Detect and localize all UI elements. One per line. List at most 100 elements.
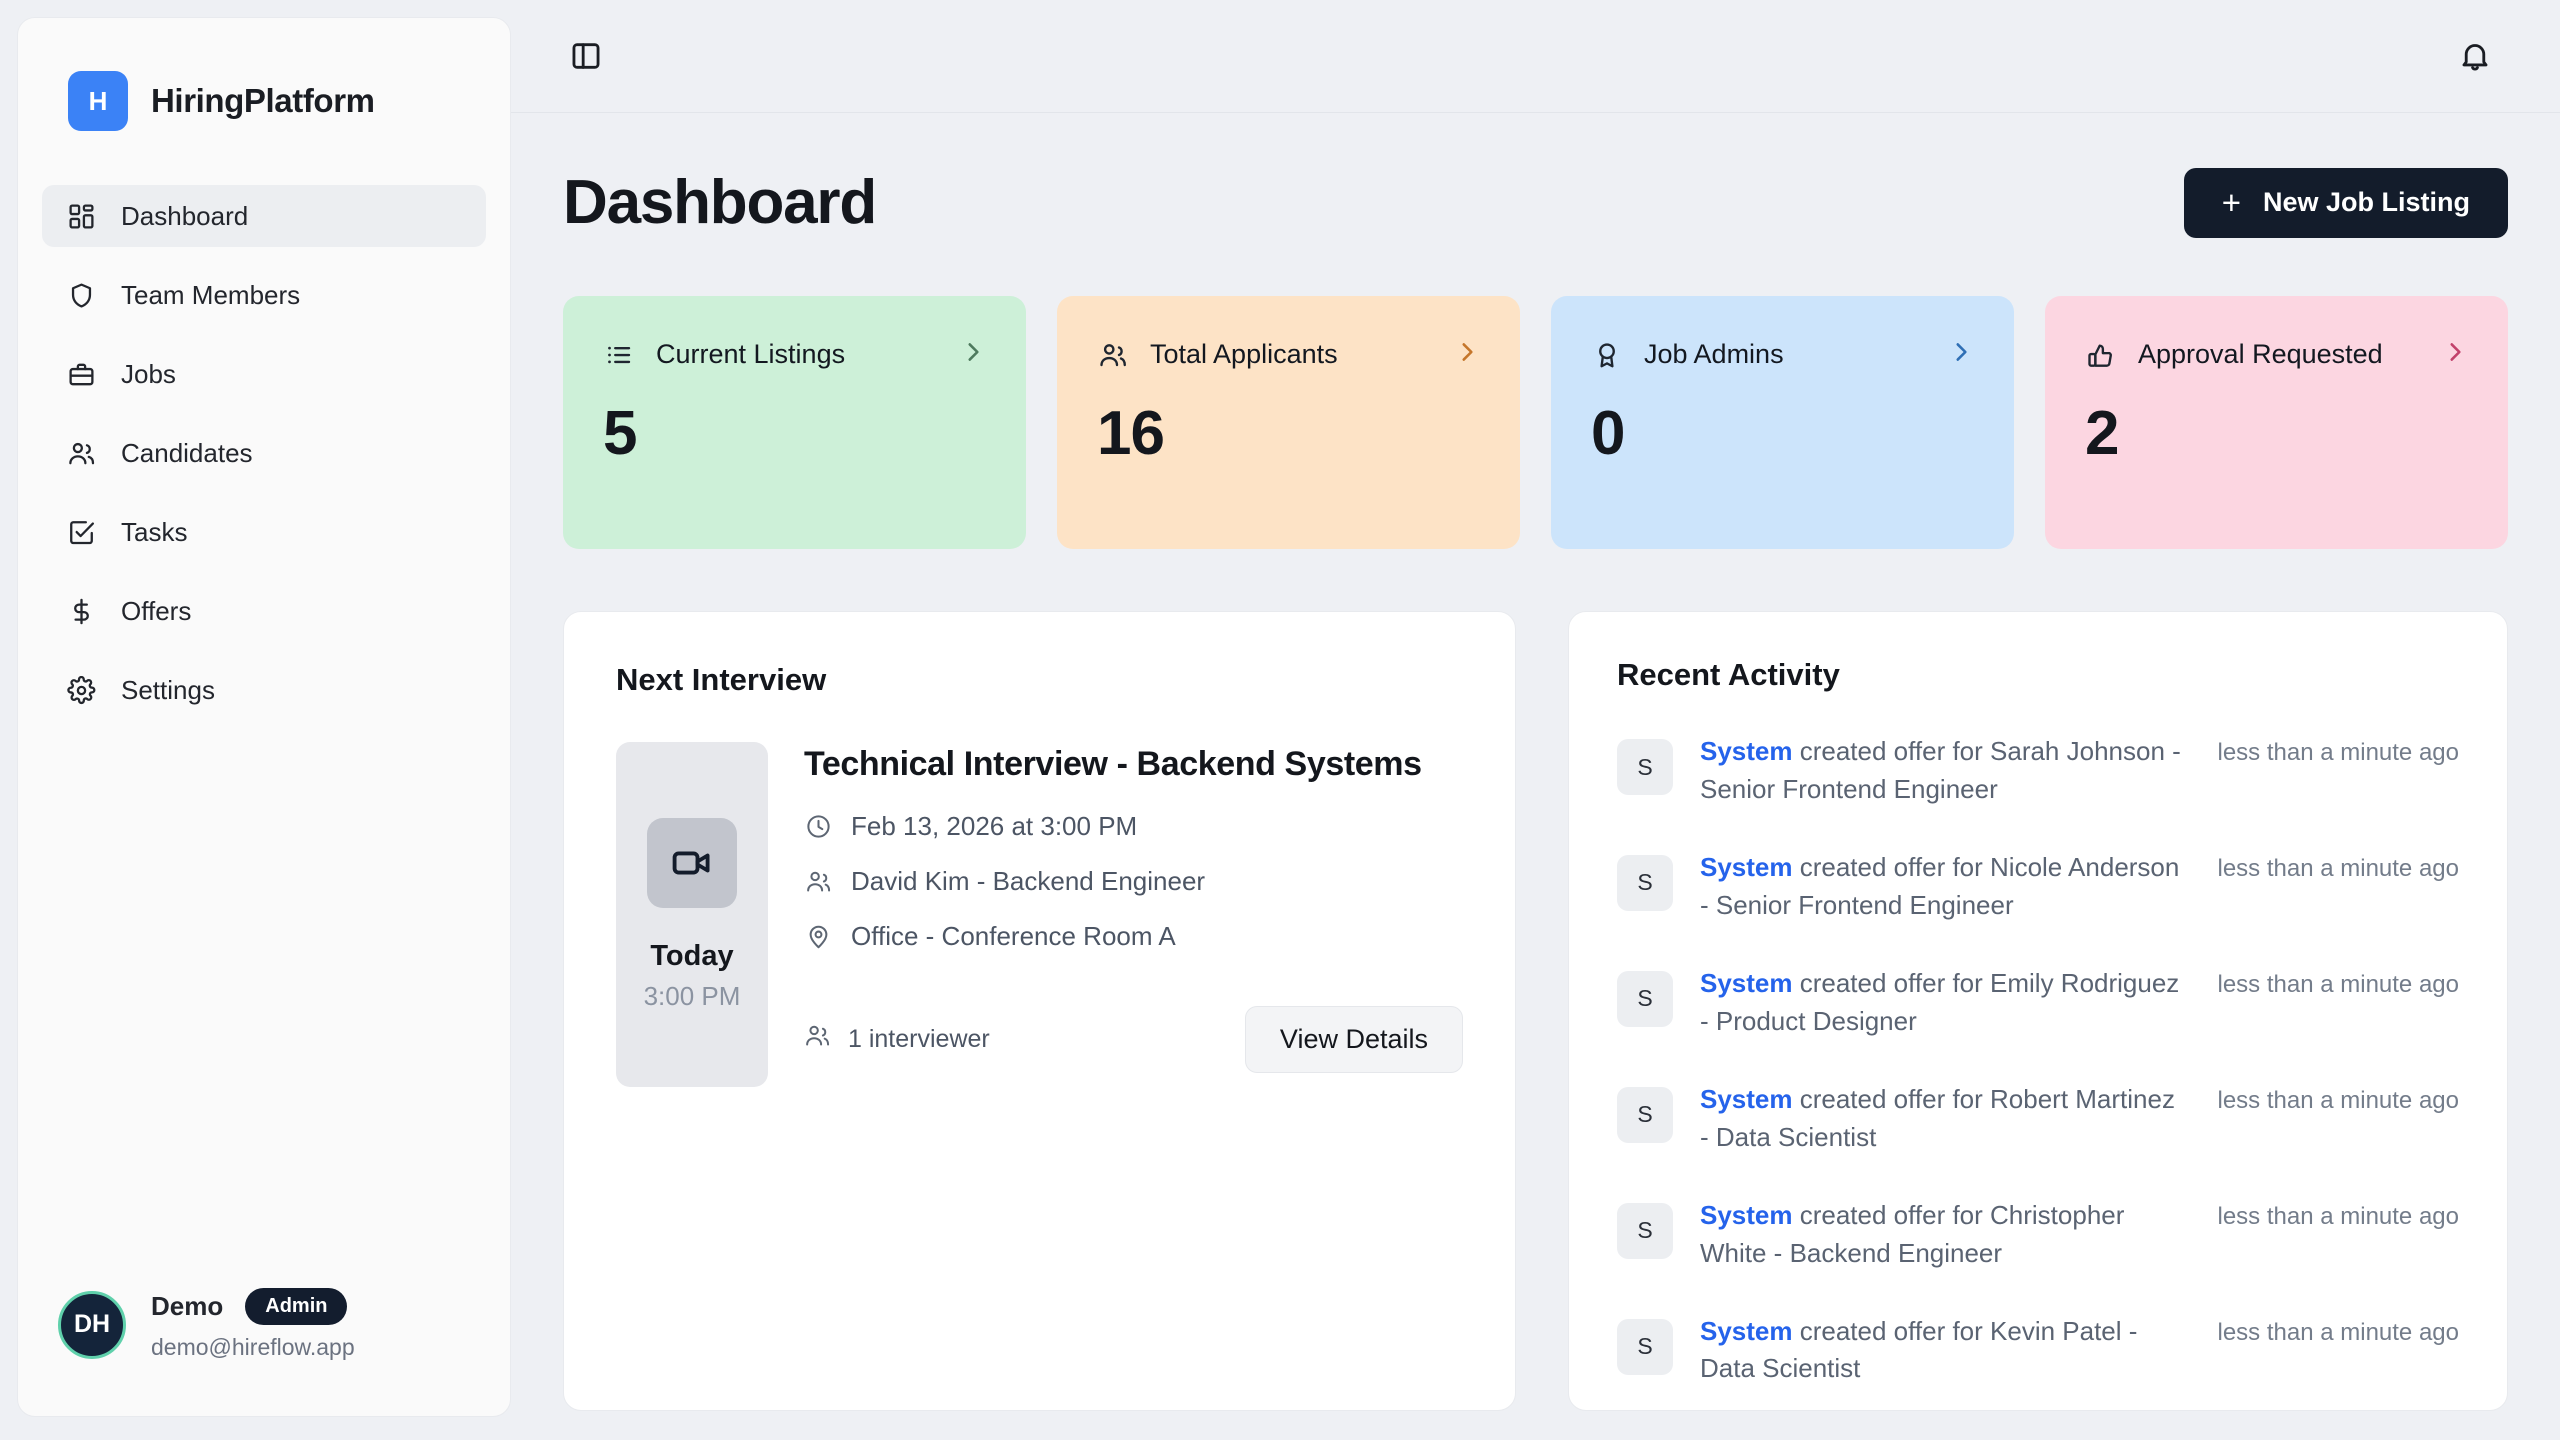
sidebar-item-candidates[interactable]: Candidates bbox=[42, 422, 486, 484]
award-icon bbox=[1591, 339, 1622, 370]
avatar: S bbox=[1617, 970, 1673, 1027]
stat-value: 2 bbox=[2085, 399, 2119, 468]
list-item[interactable]: S System created offer for Robert Martine… bbox=[1617, 1081, 2459, 1157]
sidebar-toggle-icon[interactable] bbox=[563, 33, 609, 79]
interview-candidate: David Kim - Backend Engineer bbox=[851, 865, 1206, 896]
sidebar-item-settings[interactable]: Settings bbox=[42, 659, 486, 721]
sidebar-item-label: Tasks bbox=[121, 516, 188, 547]
avatar: S bbox=[1617, 854, 1673, 911]
stat-card-job-admins[interactable]: Job Admins 0 bbox=[1551, 296, 2014, 549]
activity-timestamp: less than a minute ago bbox=[2217, 854, 2460, 882]
activity-actor-link[interactable]: System bbox=[1700, 1315, 1793, 1346]
page-title: Dashboard bbox=[563, 168, 877, 237]
page-content: Dashboard + New Job Listing Current List… bbox=[511, 113, 2560, 1411]
interview-meta-candidate: David Kim - Backend Engineer bbox=[804, 866, 1463, 897]
interview-time: 3:00 PM bbox=[643, 980, 741, 1011]
brand-name: HiringPlatform bbox=[151, 82, 375, 119]
avatar: S bbox=[1617, 1318, 1673, 1375]
list-item[interactable]: S System created offer for Kevin Patel - … bbox=[1617, 1313, 2459, 1389]
activity-actor-link[interactable]: System bbox=[1700, 1199, 1793, 1230]
activity-timestamp: less than a minute ago bbox=[2217, 739, 2460, 766]
activity-body: created offer for Sarah Johnson - Senior… bbox=[1700, 736, 2181, 804]
next-interview-body: Today 3:00 PM Technical Interview - Back… bbox=[616, 742, 1463, 1087]
activity-body: created offer for Nicole Anderson - Seni… bbox=[1700, 851, 2180, 920]
dollar-icon bbox=[66, 596, 96, 626]
chevron-right-icon bbox=[1454, 339, 1480, 370]
activity-timestamp: less than a minute ago bbox=[2217, 1318, 2460, 1346]
topbar bbox=[511, 0, 2560, 113]
activity-actor-link[interactable]: System bbox=[1700, 1083, 1793, 1114]
user-meta: Demo Admin demo@hireflow.app bbox=[151, 1288, 470, 1361]
avatar: S bbox=[1617, 1086, 1673, 1143]
sidebar-item-label: Settings bbox=[121, 674, 215, 705]
stat-card-current-listings[interactable]: Current Listings 5 bbox=[563, 296, 1026, 549]
activity-actor-link[interactable]: System bbox=[1700, 851, 1793, 882]
list-icon bbox=[603, 339, 634, 370]
next-interview-title: Next Interview bbox=[616, 662, 827, 697]
bell-icon[interactable] bbox=[2452, 33, 2498, 79]
check-square-icon bbox=[66, 517, 96, 547]
interview-title: Technical Interview - Backend Systems bbox=[804, 745, 1422, 783]
avatar: DH bbox=[58, 1290, 126, 1359]
interview-info: Technical Interview - Backend Systems Fe… bbox=[804, 742, 1463, 1087]
lower-panels: Next Interview Today 3:00 PM Technical I… bbox=[563, 611, 2508, 1411]
map-pin-icon bbox=[804, 922, 832, 950]
avatar: S bbox=[1617, 1202, 1673, 1259]
stat-head: Job Admins bbox=[1591, 339, 1974, 370]
activity-timestamp: less than a minute ago bbox=[2217, 970, 2460, 998]
chevron-right-icon bbox=[1948, 339, 1974, 370]
avatar: S bbox=[1617, 739, 1673, 795]
brand-logo-icon: H bbox=[68, 71, 128, 131]
view-details-button[interactable]: View Details bbox=[1244, 1005, 1463, 1073]
list-item[interactable]: S System created offer for Sarah Johnson … bbox=[1617, 733, 2459, 809]
interview-meta-datetime: Feb 13, 2026 at 3:00 PM bbox=[804, 811, 1463, 842]
interviewer-count-label: 1 interviewer bbox=[848, 1024, 990, 1053]
brand[interactable]: H HiringPlatform bbox=[18, 18, 510, 131]
next-interview-panel: Next Interview Today 3:00 PM Technical I… bbox=[563, 611, 1516, 1411]
stat-card-approval-requested[interactable]: Approval Requested 2 bbox=[2045, 296, 2508, 549]
activity-actor-link[interactable]: System bbox=[1700, 736, 1793, 766]
user-name: Demo bbox=[151, 1291, 224, 1321]
stat-cards: Current Listings 5 Total Applicants bbox=[563, 296, 2508, 549]
sidebar-item-offers[interactable]: Offers bbox=[42, 580, 486, 642]
clock-icon bbox=[804, 812, 832, 840]
grid-icon bbox=[66, 201, 96, 231]
activity-body: created offer for Emily Rodriguez - Prod… bbox=[1700, 967, 2180, 1036]
sidebar-item-label: Team Members bbox=[121, 279, 301, 310]
users-icon bbox=[804, 867, 832, 895]
list-item[interactable]: S System created offer for Nicole Anderso… bbox=[1617, 849, 2459, 925]
sidebar-item-dashboard[interactable]: Dashboard bbox=[42, 185, 486, 247]
user-name-row: Demo Admin bbox=[151, 1288, 470, 1325]
sidebar-item-team-members[interactable]: Team Members bbox=[42, 264, 486, 326]
interview-meta-location: Office - Conference Room A bbox=[804, 921, 1463, 952]
stat-value: 0 bbox=[1591, 399, 1625, 468]
thumbs-up-icon bbox=[2085, 339, 2116, 370]
activity-body: created offer for Christopher White - Ba… bbox=[1700, 1199, 2125, 1268]
stat-head: Total Applicants bbox=[1097, 339, 1480, 370]
activity-timestamp: less than a minute ago bbox=[2217, 1202, 2460, 1230]
interview-location: Office - Conference Room A bbox=[851, 920, 1176, 951]
sidebar-nav: Dashboard Team Members Jobs Candidates bbox=[18, 185, 510, 721]
list-item[interactable]: S System created offer for Christopher Wh… bbox=[1617, 1197, 2459, 1273]
stat-card-total-applicants[interactable]: Total Applicants 16 bbox=[1057, 296, 1520, 549]
sidebar: H HiringPlatform Dashboard Team Members bbox=[17, 17, 511, 1417]
stat-label: Job Admins bbox=[1644, 339, 1784, 369]
new-job-listing-button[interactable]: + New Job Listing bbox=[2183, 167, 2508, 238]
recent-activity-panel: Recent Activity S System created offer fo… bbox=[1568, 611, 2508, 1411]
stat-label: Approval Requested bbox=[2138, 339, 2383, 369]
sidebar-user-profile[interactable]: DH Demo Admin demo@hireflow.app bbox=[18, 1288, 510, 1361]
sidebar-item-tasks[interactable]: Tasks bbox=[42, 501, 486, 563]
status-badge: Admin bbox=[245, 1288, 348, 1325]
interview-day: Today bbox=[650, 939, 734, 972]
activity-text: System created offer for Sarah Johnson -… bbox=[1700, 733, 2191, 809]
interview-datetime: Feb 13, 2026 at 3:00 PM bbox=[851, 810, 1138, 841]
sidebar-item-jobs[interactable]: Jobs bbox=[42, 343, 486, 405]
stat-value: 5 bbox=[603, 399, 637, 468]
user-plus-icon bbox=[1097, 339, 1128, 370]
list-item[interactable]: S System created offer for Emily Rodrigue… bbox=[1617, 965, 2459, 1041]
activity-actor-link[interactable]: System bbox=[1700, 967, 1793, 998]
new-job-listing-label: New Job Listing bbox=[2262, 187, 2470, 217]
video-camera-icon bbox=[647, 817, 737, 908]
activity-text: System created offer for Robert Martinez… bbox=[1700, 1081, 2191, 1157]
